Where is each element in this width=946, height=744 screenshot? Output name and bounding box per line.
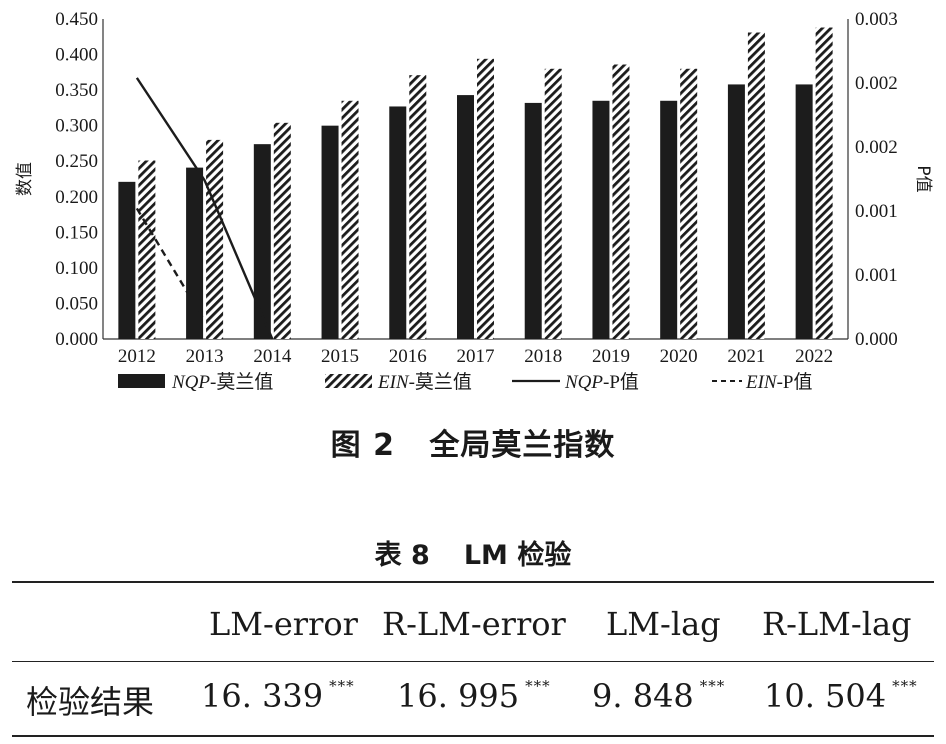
value-r-lm-lag: 10. 504 *** bbox=[764, 677, 918, 715]
table-caption-title: LM 检验 bbox=[463, 540, 572, 571]
y-right-tick-label: 0.001 bbox=[855, 201, 898, 222]
table-top-rule bbox=[12, 581, 934, 583]
y-left-tick-label: 0.400 bbox=[55, 45, 98, 66]
x-tick-label: 2015 bbox=[321, 346, 359, 367]
y-left-tick-label: 0.450 bbox=[55, 9, 98, 30]
value-lm-error: 16. 339 *** bbox=[201, 677, 355, 715]
legend-label: EIN-莫兰值 bbox=[377, 371, 472, 393]
ein-moran-bar bbox=[612, 64, 630, 339]
ein-moran-bar bbox=[206, 139, 224, 339]
chart-tick-labels: 0.000 0.050 0.100 0.150 0.200 0.250 0.300 0.350… bbox=[15, 9, 933, 367]
y-right-tick-label: 0.002 bbox=[855, 73, 898, 94]
table-mid-rule bbox=[12, 661, 934, 662]
ein-moran-bar bbox=[680, 68, 698, 340]
value-r-lm-error: 16. 995 *** bbox=[397, 677, 551, 715]
y-right-tick-label: 0.003 bbox=[855, 9, 898, 30]
legend-swatch-nqp-bar bbox=[118, 374, 165, 388]
value-lm-error-number: 16. 339 bbox=[201, 677, 324, 715]
ein-moran-bar bbox=[747, 32, 765, 340]
x-tick-label: 2022 bbox=[795, 346, 833, 367]
value-lm-lag-number: 9. 848 bbox=[592, 677, 694, 715]
significance-stars: *** bbox=[525, 677, 551, 695]
ein-p-value-line bbox=[135, 207, 206, 322]
chart-bars bbox=[118, 27, 833, 340]
table-caption-number: 表 8 bbox=[374, 540, 430, 571]
x-tick-label: 2021 bbox=[727, 346, 765, 367]
y-right-tick-label: 0.000 bbox=[855, 329, 898, 350]
value-r-lm-error-number: 16. 995 bbox=[397, 677, 520, 715]
ein-moran-bar bbox=[477, 58, 494, 339]
header-r-lm-error: R-LM-error bbox=[382, 605, 566, 643]
x-tick-label: 2019 bbox=[592, 346, 630, 367]
significance-stars: *** bbox=[329, 677, 355, 695]
value-r-lm-lag-number: 10. 504 bbox=[764, 677, 887, 715]
nqp-moran-bar bbox=[727, 84, 745, 339]
y-left-tick-label: 0.200 bbox=[55, 187, 98, 208]
header-lm-lag: LM-lag bbox=[606, 605, 721, 643]
table-bottom-rule bbox=[12, 735, 934, 737]
header-r-lm-lag: R-LM-lag bbox=[762, 605, 912, 643]
table-caption: 表 8 LM 检验 bbox=[0, 533, 946, 572]
y-left-tick-label: 0.150 bbox=[55, 222, 98, 243]
ein-moran-bar bbox=[138, 160, 156, 339]
chart-lines bbox=[135, 77, 274, 340]
chart-legend: NQP-莫兰值 EIN-莫兰值 NQP-P值 EIN-P值 bbox=[118, 371, 813, 393]
nqp-moran-bar bbox=[795, 84, 813, 339]
nqp-moran-bar bbox=[389, 106, 407, 339]
y-right-tick-label: 0.002 bbox=[855, 137, 898, 158]
y-left-tick-label: 0.250 bbox=[55, 151, 98, 172]
y-left-tick-label: 0.300 bbox=[55, 116, 98, 137]
y-right-axis-title: P值 bbox=[913, 165, 933, 192]
nqp-moran-bar bbox=[118, 181, 136, 339]
y-left-tick-label: 0.000 bbox=[55, 329, 98, 350]
ein-moran-bar bbox=[544, 68, 562, 340]
x-tick-label: 2014 bbox=[253, 346, 292, 367]
header-lm-error: LM-error bbox=[209, 605, 358, 643]
value-lm-lag: 9. 848 *** bbox=[592, 677, 725, 715]
nqp-moran-bar bbox=[524, 102, 542, 340]
nqp-moran-bar bbox=[660, 100, 678, 340]
row-label: 检验结果 bbox=[26, 683, 155, 721]
ein-moran-bar bbox=[409, 75, 427, 339]
x-tick-label: 2016 bbox=[389, 346, 427, 367]
legend-label: NQP-P值 bbox=[564, 371, 639, 393]
nqp-moran-bar bbox=[457, 95, 474, 339]
legend-swatch-ein-bar bbox=[325, 374, 372, 388]
x-tick-label: 2013 bbox=[186, 346, 224, 367]
y-right-tick-label: 0.001 bbox=[855, 265, 898, 286]
legend-label: NQP-莫兰值 bbox=[171, 371, 273, 393]
significance-stars: *** bbox=[892, 677, 918, 695]
x-tick-label: 2012 bbox=[118, 346, 156, 367]
moran-index-chart: 0.000 0.050 0.100 0.150 0.200 0.250 0.300 0.350… bbox=[15, 9, 933, 393]
y-left-axis-title: 数值 bbox=[15, 162, 35, 196]
x-tick-label: 2018 bbox=[524, 346, 562, 367]
ein-moran-bar bbox=[273, 122, 291, 339]
legend-label: EIN-P值 bbox=[745, 371, 813, 393]
y-left-tick-label: 0.050 bbox=[55, 293, 98, 314]
nqp-moran-bar bbox=[321, 125, 339, 340]
y-left-tick-label: 0.350 bbox=[55, 80, 98, 101]
nqp-moran-bar bbox=[253, 144, 271, 339]
nqp-p-value-line bbox=[135, 77, 274, 340]
x-tick-label: 2020 bbox=[660, 346, 698, 367]
figure-caption: 图 2 全局莫兰指数 bbox=[330, 428, 616, 463]
significance-stars: *** bbox=[699, 677, 726, 695]
chart-axes bbox=[102, 19, 849, 340]
x-tick-label: 2017 bbox=[457, 346, 495, 367]
nqp-moran-bar bbox=[592, 100, 610, 340]
ein-moran-bar bbox=[815, 27, 833, 340]
y-left-tick-label: 0.100 bbox=[55, 258, 98, 279]
ein-moran-bar bbox=[341, 100, 359, 340]
